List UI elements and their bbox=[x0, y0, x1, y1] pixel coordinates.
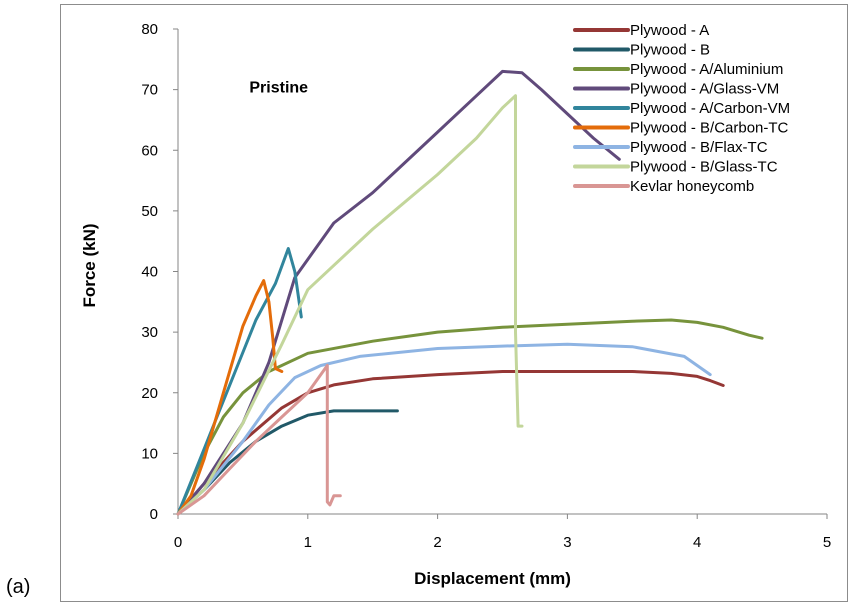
legend-label: Plywood - A/Carbon-VM bbox=[630, 100, 790, 117]
series-line-4 bbox=[176, 69, 621, 516]
legend-label: Plywood - A bbox=[630, 22, 709, 39]
chart-labels: Displacement (mm) Force (kN) Pristine bbox=[80, 80, 571, 588]
x-tick-label: 0 bbox=[174, 534, 182, 551]
series-lines bbox=[176, 69, 764, 516]
series-line-6 bbox=[176, 279, 284, 516]
y-axis-title: Force (kN) bbox=[80, 223, 99, 307]
legend-label: Plywood - B bbox=[630, 42, 710, 59]
legend-label: Kevlar honeycomb bbox=[630, 178, 754, 195]
legend-item: Plywood - A/Carbon-VM bbox=[573, 100, 790, 117]
series-line-3 bbox=[176, 318, 764, 516]
panel-label: (a) bbox=[6, 576, 31, 598]
y-tick-label: 60 bbox=[141, 142, 158, 159]
legend: Plywood - A Plywood - B Plywood - A/Alumin… bbox=[573, 22, 790, 195]
x-tick-label: 2 bbox=[433, 534, 441, 551]
legend-label: Plywood - B/Carbon-TC bbox=[630, 120, 789, 137]
legend-item: Plywood - A/Glass-VM bbox=[573, 81, 779, 98]
legend-item: Plywood - B/Flax-TC bbox=[573, 139, 768, 156]
x-tick-label: 3 bbox=[563, 534, 571, 551]
y-tick-label: 10 bbox=[141, 445, 158, 462]
legend-label: Plywood - B/Glass-TC bbox=[630, 159, 778, 176]
y-tick-label: 70 bbox=[141, 82, 158, 99]
legend-label: Plywood - A/Glass-VM bbox=[630, 81, 779, 98]
series-line-8 bbox=[176, 94, 524, 516]
legend-item: Plywood - B bbox=[573, 42, 710, 59]
series-line-1 bbox=[176, 370, 725, 516]
legend-item: Plywood - A/Aluminium bbox=[573, 61, 783, 78]
y-tick-label: 30 bbox=[141, 324, 158, 341]
legend-item: Plywood - B/Carbon-TC bbox=[573, 120, 789, 137]
pristine-annotation: Pristine bbox=[249, 80, 308, 97]
axes: 0 10 20 30 40 50 60 70 80 0 1 2 3 4 5 bbox=[141, 21, 831, 551]
x-tick-label: 4 bbox=[693, 534, 701, 551]
y-tick-label: 0 bbox=[150, 506, 158, 523]
series-line-9 bbox=[176, 364, 342, 516]
legend-label: Plywood - B/Flax-TC bbox=[630, 139, 768, 156]
x-tick-label: 1 bbox=[304, 534, 312, 551]
y-tick-label: 40 bbox=[141, 264, 158, 281]
x-tick-label: 5 bbox=[823, 534, 831, 551]
legend-item: Plywood - B/Glass-TC bbox=[573, 159, 778, 176]
y-tick-label: 80 bbox=[141, 21, 158, 38]
series-line-7 bbox=[176, 342, 712, 516]
legend-item: Kevlar honeycomb bbox=[573, 178, 754, 195]
series-line-2 bbox=[176, 409, 399, 516]
legend-label: Plywood - A/Aluminium bbox=[630, 61, 783, 78]
legend-item: Plywood - A bbox=[573, 22, 709, 39]
x-axis-title: Displacement (mm) bbox=[414, 569, 571, 588]
y-tick-label: 20 bbox=[141, 385, 158, 402]
y-tick-label: 50 bbox=[141, 203, 158, 220]
series-line-5 bbox=[176, 247, 303, 516]
